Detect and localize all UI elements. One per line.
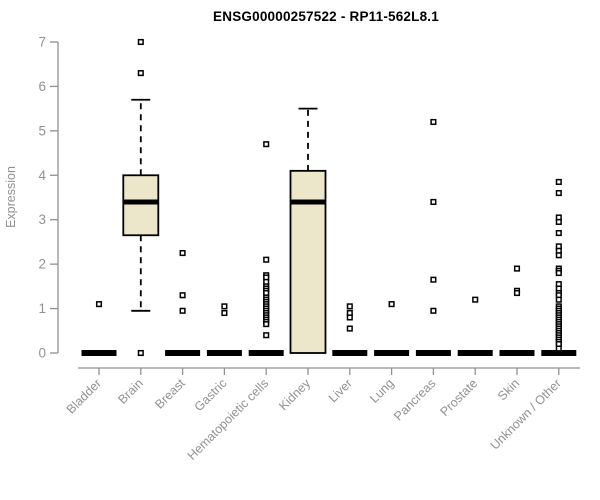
y-tick-label: 0 xyxy=(38,346,46,361)
y-axis: 0 1 2 3 4 5 6 7 xyxy=(38,34,59,361)
box-unknown-other xyxy=(541,178,577,356)
outlier-point xyxy=(263,141,270,148)
outlier-point xyxy=(513,289,521,297)
outlier-point xyxy=(388,301,395,308)
y-tick-label: 3 xyxy=(38,212,46,227)
outlier-point xyxy=(555,345,562,352)
box-liver xyxy=(332,303,368,356)
collapsed-box-bar xyxy=(81,350,117,356)
y-tick-label: 2 xyxy=(38,257,46,272)
x-tick-label: Pancreas xyxy=(391,376,438,423)
x-tick-label: Gastric xyxy=(192,376,230,414)
outlier-point xyxy=(346,303,353,310)
outlier-point xyxy=(555,296,562,303)
outlier-point xyxy=(179,249,186,257)
box-gastric xyxy=(206,303,242,356)
outlier-point xyxy=(179,307,186,314)
outlier-point xyxy=(346,314,353,321)
y-tick-label: 6 xyxy=(38,79,46,94)
box-breast xyxy=(165,249,201,356)
x-tick-label: Hematopoietic cells xyxy=(185,376,272,463)
outlier-point xyxy=(346,325,353,332)
x-tick-label: Brain xyxy=(115,376,146,407)
outlier-point xyxy=(430,276,437,283)
box-prostate xyxy=(457,296,493,356)
outlier-point xyxy=(430,307,437,314)
outlier-point xyxy=(263,256,270,263)
x-tick-label: Lung xyxy=(367,376,397,406)
x-tick-label: Liver xyxy=(326,376,355,405)
x-tick-label: Unknown / Other xyxy=(488,376,564,452)
outlier-point xyxy=(555,190,562,197)
outlier-point xyxy=(137,349,144,357)
x-tick-label: Breast xyxy=(152,376,188,412)
box-kidney xyxy=(289,107,327,354)
outlier-point xyxy=(263,332,270,339)
box-brain xyxy=(122,38,160,357)
collapsed-box-bar xyxy=(499,350,535,356)
collapsed-box-bar xyxy=(206,350,242,356)
box-lung xyxy=(374,301,410,356)
outlier-point xyxy=(555,269,562,277)
outlier-point xyxy=(555,229,562,237)
box-skin xyxy=(499,265,535,356)
collapsed-box-bar xyxy=(541,350,577,356)
outlier-point xyxy=(513,265,521,272)
box-rect xyxy=(289,169,327,354)
box-rect xyxy=(122,174,160,237)
collapsed-box-bar xyxy=(374,350,410,356)
box-bladder xyxy=(81,301,117,356)
collapsed-box-bar xyxy=(457,350,493,356)
y-tick-label: 1 xyxy=(38,301,46,316)
collapsed-box-bar xyxy=(332,350,368,356)
outlier-point xyxy=(221,309,228,317)
collapsed-box-bar xyxy=(248,350,284,356)
outlier-point xyxy=(137,70,144,77)
x-tick-label: Skin xyxy=(495,376,522,403)
outlier-point xyxy=(137,38,144,46)
box-hematopoietic-cells xyxy=(248,141,284,356)
outlier-point xyxy=(430,118,437,126)
outlier-point xyxy=(555,178,562,185)
y-tick-label: 4 xyxy=(38,168,46,183)
outlier-point xyxy=(221,303,228,310)
outlier-point xyxy=(430,198,437,205)
outlier-point xyxy=(555,218,562,225)
x-tick-label: Prostate xyxy=(437,376,480,419)
y-tick-label: 7 xyxy=(38,34,46,49)
box-pancreas xyxy=(415,118,451,356)
chart-title: ENSG00000257522 - RP11-562L8.1 xyxy=(213,9,439,24)
y-tick-label: 5 xyxy=(38,123,46,138)
collapsed-box-bar xyxy=(165,350,201,356)
x-tick-label: Bladder xyxy=(64,376,104,416)
outlier-point xyxy=(472,296,479,303)
outlier-point xyxy=(179,292,186,299)
x-tick-label: Kidney xyxy=(276,376,313,413)
collapsed-box-bar xyxy=(415,350,451,356)
outlier-point xyxy=(555,252,562,259)
outlier-point xyxy=(95,301,103,308)
outlier-point xyxy=(263,321,270,328)
